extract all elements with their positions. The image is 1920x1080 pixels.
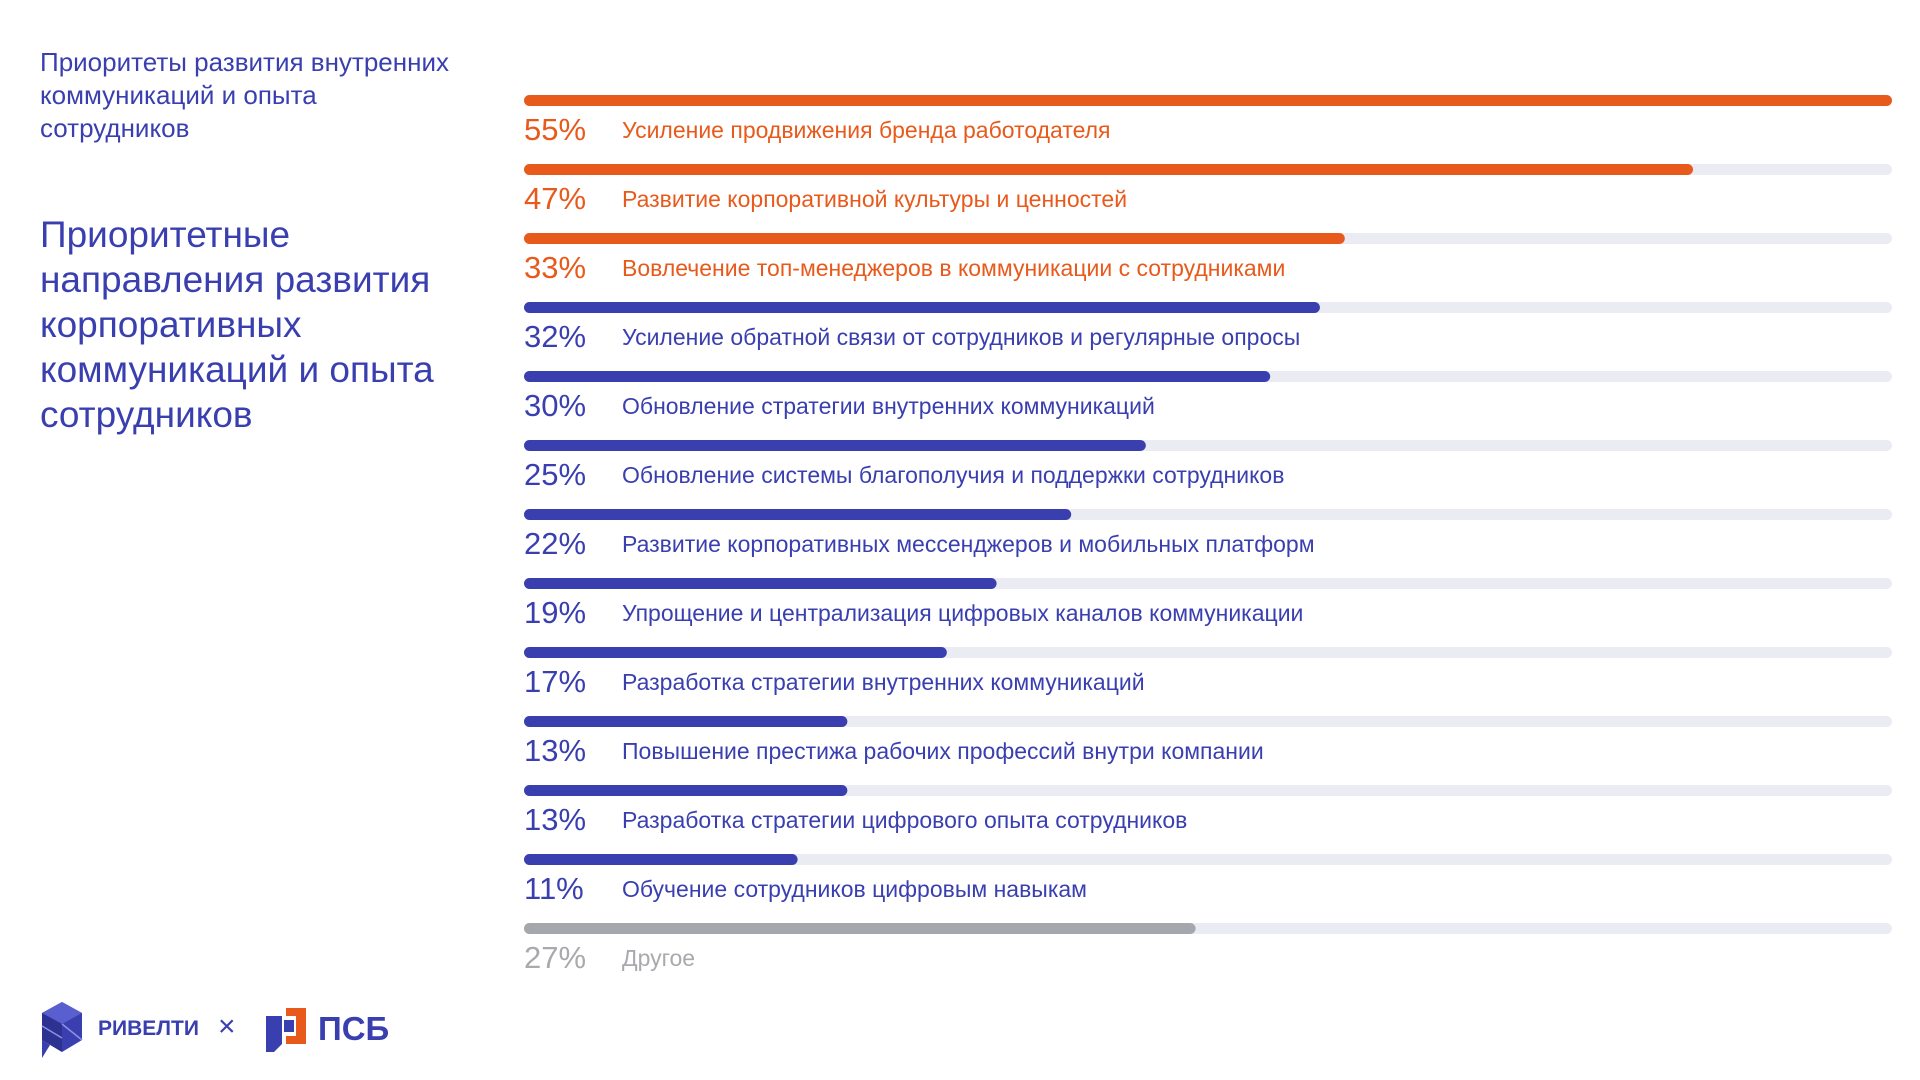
bar-row: 17% Разработка стратегии внутренних комму… [524, 647, 1892, 699]
bar-track [524, 785, 1892, 796]
bar-value-label: 13% [524, 802, 586, 837]
bar-category-label: Разработка стратегии внутренних коммуник… [622, 669, 1145, 695]
bar-category-label: Обучение сотрудников цифровым навыкам [622, 876, 1087, 902]
bar-value-label: 33% [524, 250, 586, 285]
bar-track [524, 716, 1892, 727]
page-subtitle: Приоритеты развития внутренних коммуника… [40, 47, 450, 143]
bar [524, 854, 798, 865]
bar-category-label: Повышение престижа рабочих профессий вну… [622, 738, 1264, 764]
bar-row: 22% Развитие корпоративных мессенджеров и… [524, 509, 1892, 561]
bar [524, 923, 1196, 934]
bar-row: 30% Обновление стратегии внутренних комму… [524, 371, 1892, 423]
bar [524, 716, 848, 727]
separator-cross: × [218, 1010, 236, 1043]
bar-row: 11% Обучение сотрудников цифровым навыкам [524, 854, 1892, 906]
bar-category-label: Вовлечение топ-менеджеров в коммуникации… [622, 255, 1285, 281]
bar-value-label: 13% [524, 733, 586, 768]
bar-value-label: 55% [524, 112, 586, 147]
bar-category-label: Усиление продвижения бренда работодателя [622, 117, 1111, 143]
bar [524, 95, 1892, 106]
bar [524, 371, 1271, 382]
bar-value-label: 32% [524, 319, 586, 354]
bar [524, 578, 997, 589]
bar-row: 13% Повышение престижа рабочих профессий … [524, 716, 1892, 768]
brand-left-text: РИВЕЛТИ [98, 1017, 199, 1040]
brand-right-text: ПСБ [318, 1010, 390, 1047]
bar-row: 33% Вовлечение топ-менеджеров в коммуника… [524, 233, 1892, 285]
bar [524, 785, 848, 796]
bar [524, 302, 1320, 313]
bar-category-label: Обновление системы благополучия и поддер… [622, 462, 1284, 488]
bar-row: 19% Упрощение и централизация цифровых ка… [524, 578, 1892, 630]
page-title: Приоритетные направления развития корпор… [40, 214, 434, 435]
bar [524, 233, 1345, 244]
bar-track [524, 854, 1892, 865]
bar-value-label: 11% [524, 871, 584, 906]
bar-value-label: 30% [524, 388, 586, 423]
bar-value-label: 27% [524, 940, 586, 975]
bar [524, 164, 1694, 175]
bar-category-label: Развитие корпоративной культуры и ценнос… [622, 186, 1127, 212]
bar-category-label: Разработка стратегии цифрового опыта сот… [622, 807, 1187, 833]
bar [524, 647, 947, 658]
bar-row: 47% Развитие корпоративной культуры и цен… [524, 164, 1892, 216]
bar-category-label: Другое [622, 945, 695, 971]
bar-category-label: Развитие корпоративных мессенджеров и мо… [622, 531, 1315, 557]
bar [524, 509, 1072, 520]
bar-category-label: Обновление стратегии внутренних коммуник… [622, 393, 1155, 419]
bar-row: 55% Усиление продвижения бренда работодат… [524, 95, 1892, 147]
bar-value-label: 22% [524, 526, 586, 561]
rivelti-cube-icon [41, 1002, 83, 1058]
bar-value-label: 47% [524, 181, 586, 216]
psb-logo-icon [266, 1008, 306, 1052]
bar-value-label: 25% [524, 457, 586, 492]
bar-chart: 55% Усиление продвижения бренда работодат… [524, 95, 1892, 975]
bar-row: 27% Другое [524, 923, 1892, 975]
bar [524, 440, 1146, 451]
bar-category-label: Усиление обратной связи от сотрудников и… [622, 324, 1300, 350]
bar-value-label: 19% [524, 595, 586, 630]
bar-value-label: 17% [524, 664, 586, 699]
bar-category-label: Упрощение и централизация цифровых канал… [622, 600, 1303, 626]
bar-row: 13% Разработка стратегии цифрового опыта … [524, 785, 1892, 837]
footer-logos: РИВЕЛТИ × ПСБ [40, 1000, 440, 1060]
bar-row: 25% Обновление системы благополучия и под… [524, 440, 1892, 492]
bar-row: 32% Усиление обратной связи от сотруднико… [524, 302, 1892, 354]
